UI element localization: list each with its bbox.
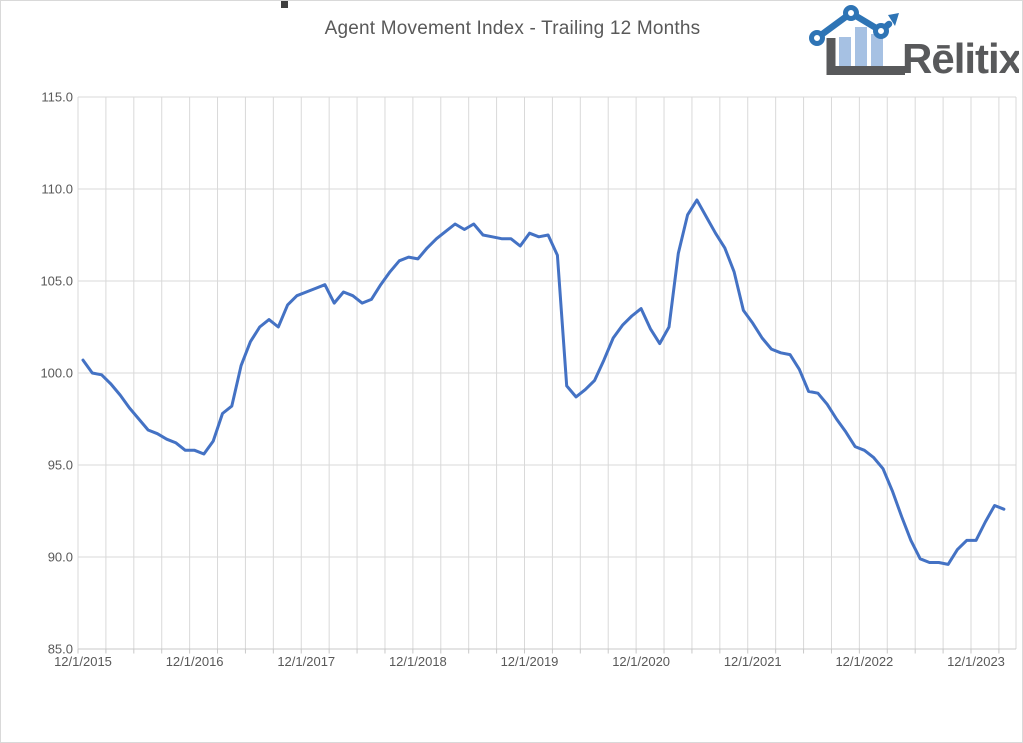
series xyxy=(81,198,1006,566)
relitix-logo: Rēlitix. xyxy=(807,5,1022,97)
relitix-logo-graphic: Rēlitix. xyxy=(809,5,1022,82)
screenshot-artifact xyxy=(281,1,288,8)
x-axis-tick-label: 12/1/2016 xyxy=(166,654,224,669)
chart-title: Agent Movement Index - Trailing 12 Month… xyxy=(324,18,701,39)
logo-brand-text: Rēlitix. xyxy=(902,35,1019,82)
x-axis-tick-label: 12/1/2015 xyxy=(54,654,112,669)
x-axis-tick-label: 12/1/2020 xyxy=(612,654,670,669)
axis-labels: 115.0110.0105.0100.095.090.085.012/1/201… xyxy=(40,90,1004,670)
y-axis-tick-label: 110.0 xyxy=(41,182,73,197)
x-axis-tick-label: 12/1/2019 xyxy=(501,654,559,669)
logo-trendline-icon xyxy=(809,5,899,46)
gridlines xyxy=(77,96,1017,650)
x-axis-tick-label: 12/1/2022 xyxy=(835,654,893,669)
axes xyxy=(77,648,1016,654)
y-axis-tick-label: 115.0 xyxy=(41,90,73,105)
logo-bars-icon xyxy=(839,27,883,70)
y-axis-tick-label: 85.0 xyxy=(48,642,73,657)
y-axis-tick-label: 105.0 xyxy=(40,274,73,289)
ami-series-line xyxy=(81,198,1006,566)
y-axis-tick-label: 100.0 xyxy=(40,366,73,381)
y-axis-tick-label: 90.0 xyxy=(48,550,73,565)
x-axis-tick-label: 12/1/2017 xyxy=(277,654,335,669)
x-axis-tick-label: 12/1/2018 xyxy=(389,654,447,669)
logo-axis-icon xyxy=(826,38,905,75)
x-axis-tick-label: 12/1/2021 xyxy=(724,654,782,669)
x-axis-tick-label: 12/1/2023 xyxy=(947,654,1005,669)
y-axis-tick-label: 95.0 xyxy=(48,458,73,473)
